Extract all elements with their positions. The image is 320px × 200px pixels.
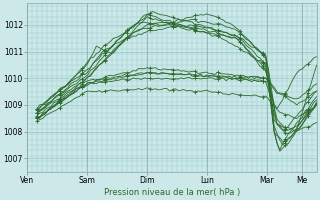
X-axis label: Pression niveau de la mer( hPa ): Pression niveau de la mer( hPa ) xyxy=(104,188,240,197)
